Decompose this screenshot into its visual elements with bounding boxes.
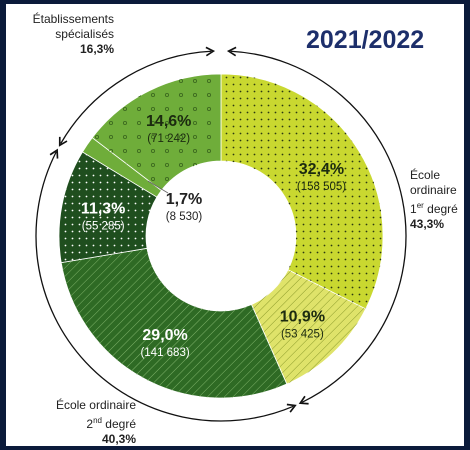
group-arc bbox=[35, 148, 297, 422]
slice-count-label: (55 285) bbox=[82, 220, 125, 232]
slice-percent-label: 32,4% bbox=[299, 161, 344, 178]
leader-line bbox=[147, 180, 169, 194]
slice-percent-label: 29,0% bbox=[142, 327, 187, 344]
group-label-line: ordinaire bbox=[410, 183, 457, 197]
group-label-line: École ordinaire bbox=[55, 398, 136, 412]
group-label-line: spécialisés bbox=[55, 27, 114, 41]
group-label-percent: 40,3% bbox=[101, 432, 136, 446]
chart-card: 2021/2022 32,4% (158 505) 10,9% (53 4 bbox=[6, 4, 464, 446]
group-label-line: École bbox=[410, 168, 441, 182]
slice-count-label: (158 505) bbox=[297, 181, 346, 193]
group-arc bbox=[58, 46, 216, 147]
group-label-specialised: Établissements spécialisés 16,3% bbox=[10, 12, 114, 57]
group-label-secondary: École ordinaire 2nd degré 40,3% bbox=[16, 398, 136, 447]
slice-percent-label: 10,9% bbox=[280, 308, 325, 325]
group-label-line: 1er degré bbox=[410, 201, 458, 216]
slice-percent-label: 11,3% bbox=[81, 200, 125, 217]
slice-count-label: (141 683) bbox=[140, 347, 189, 359]
group-label-percent: 16,3% bbox=[79, 42, 114, 56]
group-label-line: 2nd degré bbox=[86, 416, 136, 431]
group-label-primary: École ordinaire 1er degré 43,3% bbox=[410, 168, 458, 232]
slice-percent-label: 14,6% bbox=[146, 113, 191, 130]
group-arc bbox=[226, 46, 407, 405]
group-label-percent: 43,3% bbox=[410, 217, 445, 231]
slice-count-label: (8 530) bbox=[166, 211, 203, 223]
chart-title: 2021/2022 bbox=[306, 26, 425, 54]
pie-slice bbox=[60, 247, 288, 399]
slice-count-label: (71 242) bbox=[147, 133, 190, 145]
donut-chart: 32,4% (158 505) 10,9% (53 425) 29,0% (141 683… bbox=[35, 46, 407, 422]
slice-count-label: (53 425) bbox=[281, 328, 324, 340]
group-label-line: Établissements bbox=[32, 12, 114, 26]
slice-percent-label: 1,7% bbox=[166, 191, 202, 208]
